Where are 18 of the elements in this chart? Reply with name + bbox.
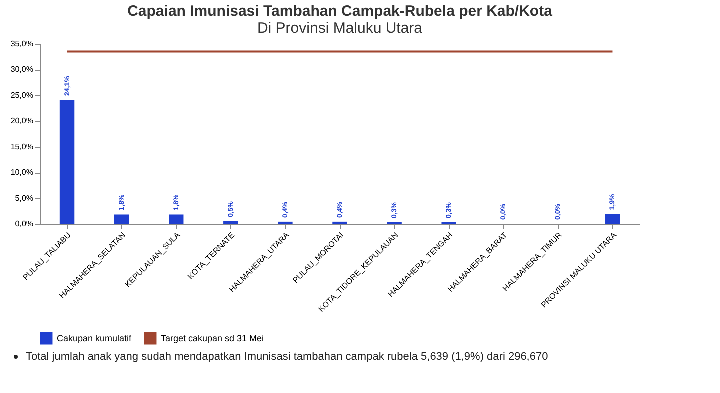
legend-label: Cakupan kumulatif [57,334,132,344]
bar [169,214,184,224]
text: Total jumlah anak yang sudah mendapatkan Imunisasi tambahan campak rubela 5,639 (1,9%) dari 296,670 [26,351,548,363]
y-tick-label: 0,0% [15,220,34,228]
legend-label: Target cakupan sd 31 Mei [161,334,264,344]
y-tick-label: 35,0% [10,40,34,48]
bar [114,214,130,224]
y-tick-label: 20,0% [10,116,34,126]
bar [60,100,75,224]
y-tick-label: 15,0% [10,142,34,152]
chart-title: Capaian Imunisasi Tambahan Campak-Rubela per Kab/Kota [128,3,554,20]
y-tick-label: 25,0% [10,90,34,100]
y-tick-label: 30,0% [10,65,34,74]
bar [605,214,620,224]
y-tick-label: 10,0% [10,168,34,178]
y-tick-label: 5,0% [15,194,34,203]
bar [224,221,238,224]
chart-subtitle: Di Provinsi Maluku Utara [257,20,424,37]
